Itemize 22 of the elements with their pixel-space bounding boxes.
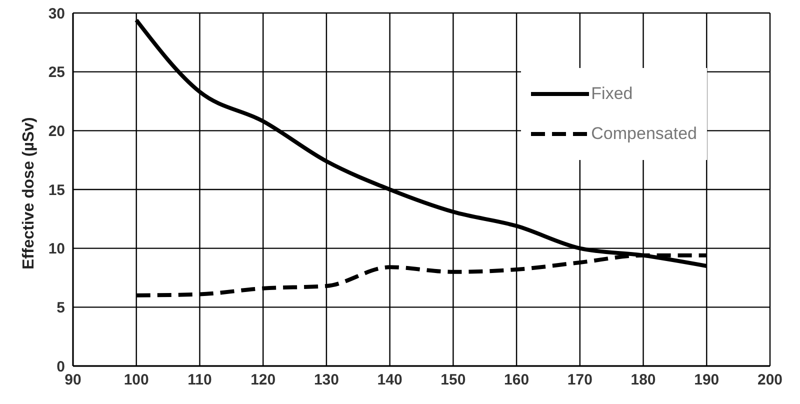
x-tick-label: 90 bbox=[64, 372, 82, 389]
y-tick-label: 25 bbox=[48, 64, 65, 82]
x-tick-label: 110 bbox=[188, 372, 212, 389]
legend-label: Compensated bbox=[591, 124, 697, 144]
y-tick-label: 0 bbox=[56, 358, 65, 376]
x-tick-label: 100 bbox=[124, 372, 149, 389]
x-tick-label: 180 bbox=[630, 372, 656, 389]
y-tick-label: 10 bbox=[48, 240, 65, 258]
y-tick-label: 30 bbox=[48, 5, 65, 22]
x-tick-label: 160 bbox=[504, 372, 530, 389]
x-tick-label: 130 bbox=[314, 372, 339, 389]
y-tick-label: 5 bbox=[56, 299, 65, 316]
x-tick-label: 200 bbox=[757, 372, 783, 389]
legend-label: Fixed bbox=[591, 84, 633, 104]
x-tick-label: 170 bbox=[567, 372, 592, 389]
x-tick-label: 120 bbox=[250, 372, 276, 389]
y-axis-title: Effective dose (µSv) bbox=[20, 117, 38, 270]
x-tick-label: 150 bbox=[440, 372, 466, 389]
x-tick-label: 190 bbox=[694, 372, 720, 389]
x-tick-label: 140 bbox=[377, 372, 402, 389]
y-tick-label: 20 bbox=[48, 122, 65, 140]
y-tick-label: 15 bbox=[48, 182, 65, 199]
